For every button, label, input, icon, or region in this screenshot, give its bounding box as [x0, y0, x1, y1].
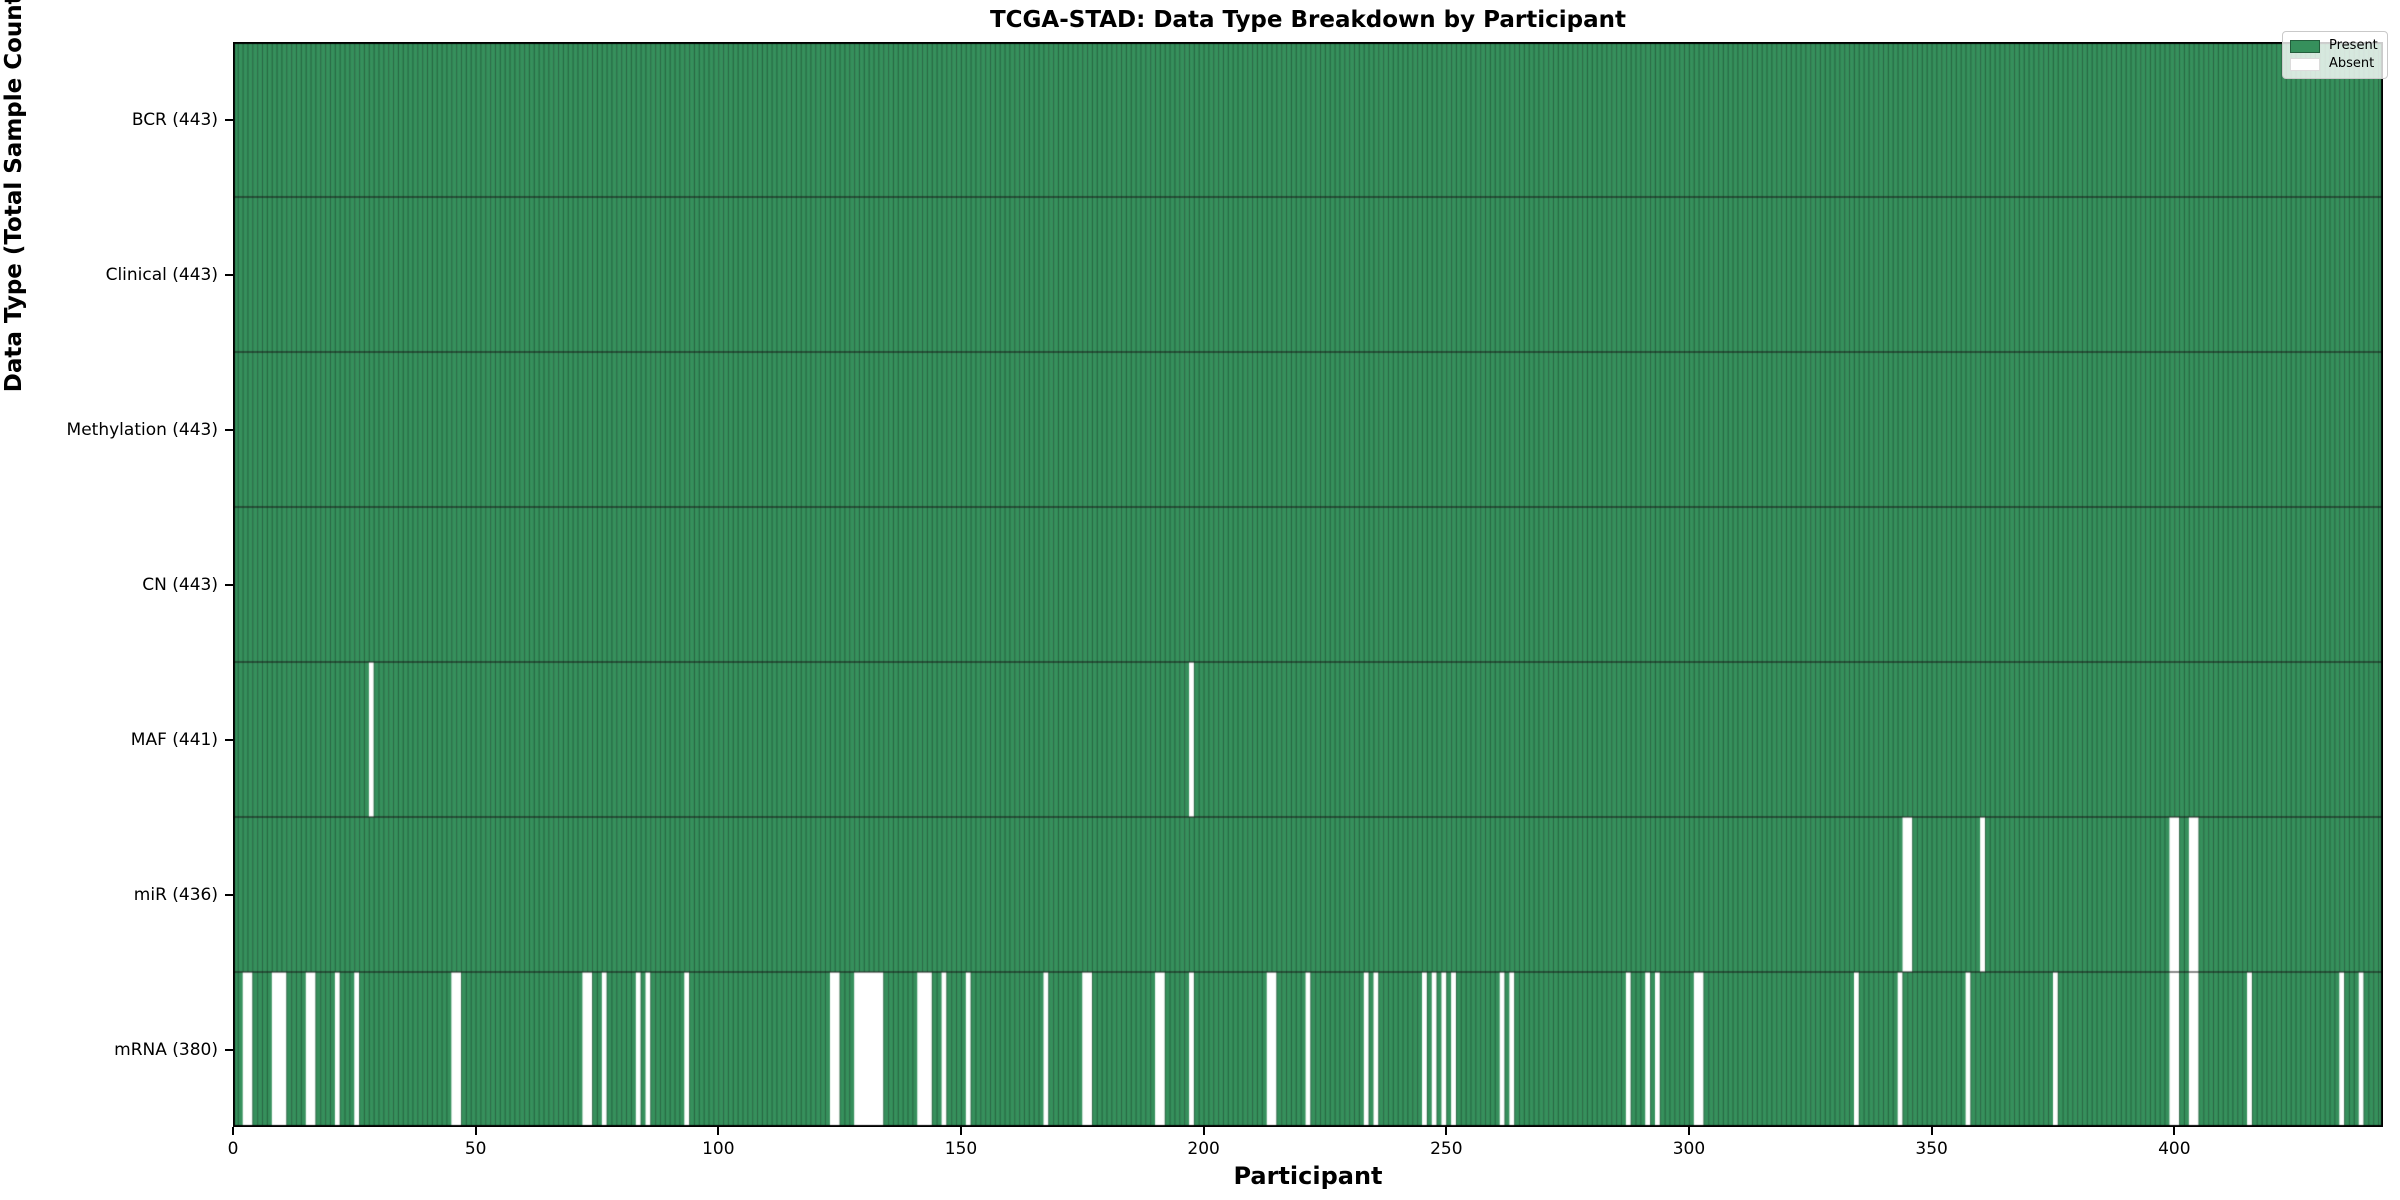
ytick-label-Methylation: Methylation (443) — [66, 419, 218, 440]
xtick-label-400: 400 — [2158, 1139, 2191, 1159]
ytick-label-Clinical: Clinical (443) — [105, 264, 218, 285]
ytick-label-miR: miR (436) — [133, 884, 218, 905]
legend-label-present: Present — [2329, 38, 2378, 53]
ytick-label-CN: CN (443) — [142, 574, 218, 595]
xtick-mark — [959, 1127, 962, 1135]
xtick-label-100: 100 — [702, 1139, 735, 1159]
xtick-label-0: 0 — [227, 1139, 239, 1159]
xtick-label-350: 350 — [1915, 1139, 1948, 1159]
ytick-mark — [225, 118, 233, 121]
xtick-mark — [232, 1127, 234, 1135]
xtick-label-300: 300 — [1672, 1139, 1706, 1159]
chart-title: TCGA-STAD: Data Type Breakdown by Partic… — [989, 7, 1626, 33]
present-swatch-icon — [2290, 39, 2320, 53]
ytick-mark — [225, 273, 233, 276]
xtick-mark — [474, 1127, 477, 1135]
legend-entry-absent: Absent — [2290, 55, 2378, 73]
legend-entry-present: Present — [2290, 37, 2378, 55]
xtick-mark — [1930, 1127, 1933, 1135]
ytick-mark — [225, 1048, 233, 1051]
ytick-mark — [225, 583, 233, 586]
xtick-mark — [1202, 1127, 1205, 1135]
ytick-label-MAF: MAF (441) — [130, 729, 218, 750]
heatmap-plot-area — [233, 42, 2383, 1127]
xtick-label-150: 150 — [944, 1139, 978, 1159]
xtick-mark — [1445, 1127, 1448, 1135]
xtick-mark — [1687, 1127, 1690, 1135]
xtick-label-200: 200 — [1187, 1139, 1220, 1159]
legend: Present Absent — [2282, 31, 2388, 79]
xtick-label-250: 250 — [1430, 1139, 1463, 1159]
ytick-mark — [225, 738, 233, 741]
legend-label-absent: Absent — [2329, 56, 2375, 71]
xtick-mark — [2173, 1127, 2176, 1135]
ytick-label-mRNA: mRNA (380) — [114, 1039, 218, 1060]
xtick-mark — [717, 1127, 720, 1135]
ytick-mark — [225, 893, 233, 896]
xtick-label-50: 50 — [464, 1139, 487, 1159]
y-axis-label: Data Type (Total Sample Count) — [1, 0, 27, 393]
absent-swatch-icon — [2290, 57, 2320, 71]
ytick-mark — [225, 428, 233, 431]
x-axis-label: Participant — [1233, 1162, 1383, 1190]
ytick-label-BCR: BCR (443) — [131, 109, 218, 130]
